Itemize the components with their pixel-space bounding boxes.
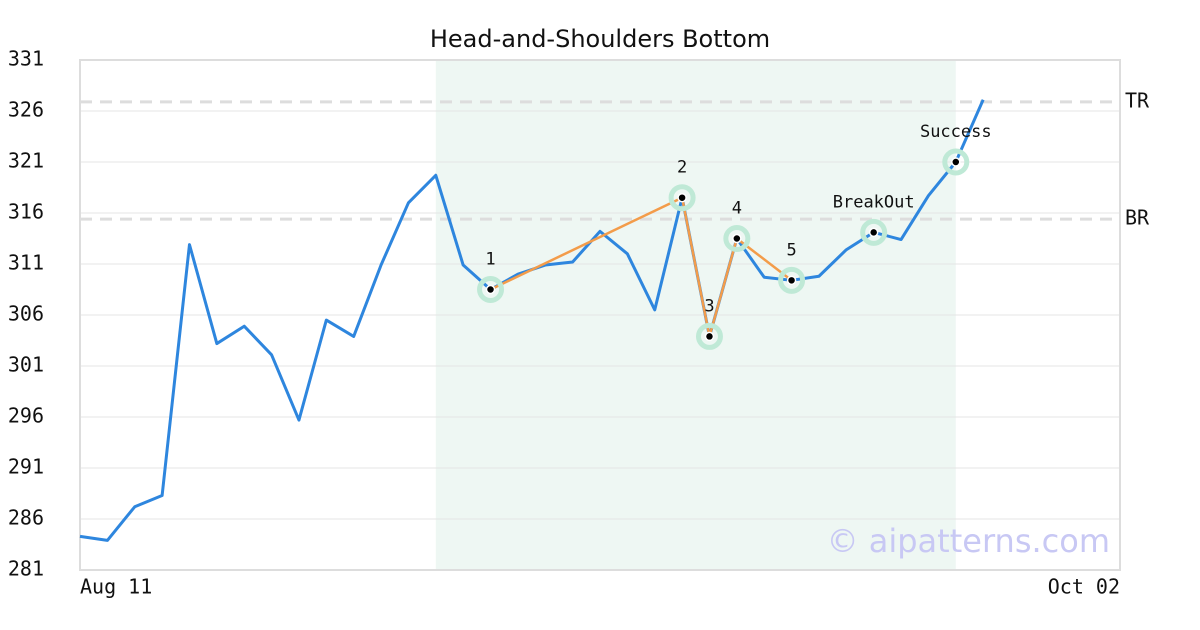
pattern-label: BreakOut (833, 192, 915, 212)
y-tick-label: 311 (8, 251, 44, 275)
y-tick-label: 281 (8, 557, 44, 581)
level-label: TR (1125, 88, 1150, 112)
x-tick-label: Oct 02 (1048, 575, 1120, 599)
pattern-point (951, 157, 961, 167)
pattern-label: 4 (732, 199, 742, 219)
pattern-label: 5 (786, 240, 796, 260)
pattern-label: 3 (704, 296, 714, 316)
pattern-point (485, 284, 496, 295)
level-label: BR (1125, 206, 1150, 230)
pattern-halo (477, 276, 505, 303)
pattern-point (786, 275, 797, 286)
pattern-halo (695, 322, 723, 350)
pattern-halo (942, 148, 970, 176)
pattern-label: Success (920, 122, 992, 142)
pattern-point (732, 233, 742, 244)
pattern-label: 2 (677, 158, 687, 178)
y-tick-label: 331 (8, 47, 44, 71)
y-tick-label: 306 (8, 302, 44, 326)
y-tick-label: 286 (8, 506, 44, 530)
pattern-point (704, 331, 715, 342)
x-tick-label: Aug 11 (80, 575, 152, 599)
pattern-halo (668, 184, 696, 212)
pattern-point (677, 192, 687, 203)
pattern-halo (778, 266, 806, 294)
pattern-point (868, 227, 879, 238)
y-tick-label: 296 (8, 404, 44, 428)
y-tick-label: 321 (8, 149, 44, 173)
chart-title: Head-and-Shoulders Bottom (430, 25, 770, 53)
pattern-label: 1 (485, 250, 495, 270)
y-tick-label: 316 (8, 200, 44, 224)
plot-frame (79, 59, 1121, 571)
watermark: © aipatterns.com (827, 522, 1110, 560)
pattern-halo (723, 225, 751, 252)
y-tick-label: 301 (8, 353, 44, 377)
y-tick-label: 326 (8, 98, 44, 122)
y-tick-label: 291 (8, 455, 44, 479)
pattern-halo (860, 218, 888, 246)
